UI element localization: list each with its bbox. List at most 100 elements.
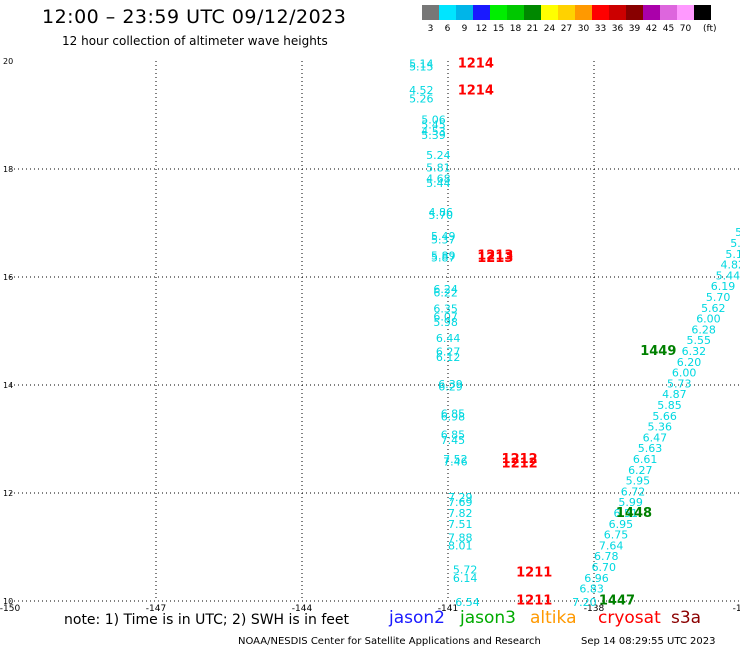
x-tick-label: -13 (733, 604, 740, 614)
wave-height-point: 8.01 (448, 539, 473, 552)
scale-swatch (660, 5, 677, 20)
wave-height-point: 6.32 (682, 345, 707, 358)
scale-swatch (439, 5, 456, 20)
scale-label: 45 (662, 24, 675, 34)
wave-height-point: 6.51 (613, 507, 638, 520)
scale-label: 3 (427, 24, 434, 34)
y-tick-label: 12 (3, 489, 13, 498)
wave-height-point: 5.45 (421, 119, 446, 132)
wave-height-point: 6.85 (441, 408, 466, 421)
scale-label: 21 (526, 24, 539, 34)
wave-height-point: 7.46 (443, 456, 468, 469)
wave-height-point: 6.75 (604, 529, 629, 542)
wave-height-point: 6.00 (672, 367, 697, 380)
wave-height-point: 6.00 (696, 313, 721, 326)
wave-height-point: 7.82 (448, 507, 473, 520)
wave-height-point: 5.37 (431, 234, 456, 247)
scale-label: 36 (611, 24, 624, 34)
footer-credit: NOAA/NESDIS Center for Satellite Applica… (238, 636, 541, 647)
time-label: 1448 (616, 506, 652, 521)
satellite-legend-item: cryosat (598, 608, 661, 628)
wave-height-point: 5.24 (426, 149, 451, 162)
y-tick-label: 10 (3, 597, 13, 606)
wave-height-point: 7.69 (448, 496, 473, 509)
wave-height-point: 6.70 (592, 561, 617, 574)
wave-height-point: 6.19 (711, 280, 736, 293)
scale-swatch (541, 5, 558, 20)
wave-height-point: 6.96 (584, 572, 609, 585)
scale-swatch (558, 5, 575, 20)
wave-height-point: 5.06 (421, 113, 446, 126)
wave-height-point: 6.14 (453, 572, 478, 585)
time-label: 1447 (599, 593, 635, 608)
scale-swatch (524, 5, 541, 20)
wave-height-point: 6.12 (436, 351, 461, 364)
time-label: 1449 (640, 344, 676, 359)
wave-height-point: 5.44 (716, 269, 740, 282)
scale-swatch (592, 5, 609, 20)
chart-subtitle: 12 hour collection of altimeter wave hei… (62, 34, 328, 48)
wave-height-point: 5.70 (429, 209, 454, 222)
scale-swatch (456, 5, 473, 20)
wave-height-point: 5.55 (686, 334, 711, 347)
x-tick-label: -141 (438, 604, 458, 614)
y-tick-label: 18 (3, 165, 13, 174)
wave-height-point: 5.44 (426, 177, 451, 190)
time-label: 1212 (502, 456, 538, 471)
wave-height-point: 7.45 (441, 434, 466, 447)
wave-height-point: 5.99 (618, 496, 643, 509)
wave-height-point: 5.10 (725, 248, 740, 261)
scale-label: 15 (492, 24, 505, 34)
wave-height-point: 6.72 (621, 485, 646, 498)
scale-label: 12 (475, 24, 488, 34)
scale-swatch (694, 5, 711, 20)
x-tick-label: -138 (584, 604, 605, 614)
wave-height-point: 5.73 (667, 377, 692, 390)
wave-height-point: 4.53 (421, 125, 446, 138)
scale-swatch (677, 5, 694, 20)
wave-height-point: 6.47 (643, 431, 668, 444)
wave-height-point: 7.20 (572, 596, 597, 609)
satellite-legend-item: jason2 (389, 608, 445, 628)
time-label: 1214 (458, 84, 494, 99)
wave-height-point: 4.86 (429, 206, 454, 219)
wave-height-point: 6.22 (433, 287, 458, 300)
wave-height-point: 7.51 (448, 518, 473, 531)
scale-swatch (609, 5, 626, 20)
wave-height-point: 5.72 (453, 564, 478, 577)
wave-height-point: 7.52 (443, 453, 468, 466)
scale-label: 39 (628, 24, 641, 34)
x-tick-label: -147 (146, 604, 166, 614)
wave-height-point: 5.89 (431, 249, 456, 262)
scale-label: 24 (543, 24, 556, 34)
wave-height-point: 6.35 (433, 302, 458, 315)
scale-label: 9 (461, 24, 468, 34)
units-note: note: 1) Time is in UTC; 2) SWH is in fe… (64, 612, 350, 628)
wave-height-point: 6.39 (438, 378, 463, 391)
scale-swatch (575, 5, 592, 20)
wave-height-point: 4.52 (409, 84, 434, 97)
wave-height-point: 5.14 (409, 58, 434, 71)
scale-label: 18 (509, 24, 522, 34)
wave-height-point: 6.20 (677, 356, 702, 369)
time-label: 1214 (458, 57, 494, 72)
wave-height-point: 7.29 (448, 491, 473, 504)
scale-swatch (626, 5, 643, 20)
wave-height-point: 6.61 (633, 453, 658, 466)
time-label: 1213 (477, 251, 513, 266)
wave-height-point: 6.07 (433, 310, 458, 323)
time-label: 1212 (502, 452, 538, 467)
wave-height-point: 6.54 (455, 596, 480, 609)
wave-height-point: 6.27 (628, 464, 653, 477)
satellite-legend-item: altika (530, 608, 577, 628)
satellite-legend-item: jason3 (460, 608, 516, 628)
wave-height-point: 5.70 (706, 291, 731, 304)
y-tick-label: 20 (3, 57, 13, 66)
wave-height-point: 4.82 (721, 259, 740, 272)
scale-label: 33 (594, 24, 607, 34)
wave-height-point: 4.68 (426, 173, 451, 186)
time-label: 1211 (516, 593, 552, 608)
wave-height-point: 5.85 (657, 399, 682, 412)
wave-height-point: 6.28 (691, 323, 716, 336)
